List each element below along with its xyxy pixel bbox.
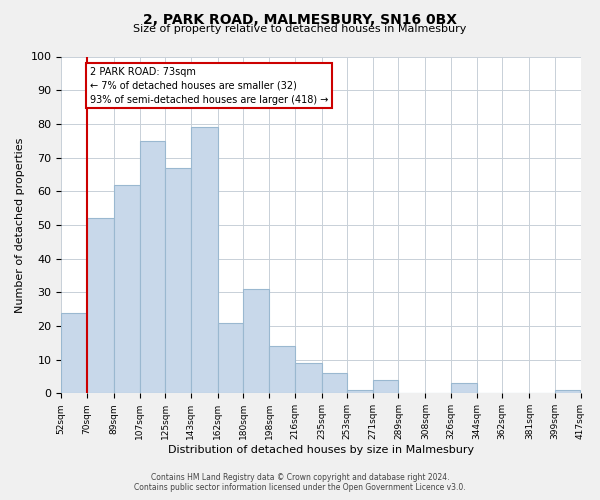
- Bar: [61, 312, 87, 394]
- Bar: [373, 380, 398, 394]
- Bar: [244, 289, 269, 394]
- Bar: [269, 346, 295, 394]
- Bar: [87, 218, 114, 394]
- Bar: [191, 127, 218, 394]
- Text: 2 PARK ROAD: 73sqm
← 7% of detached houses are smaller (32)
93% of semi-detached: 2 PARK ROAD: 73sqm ← 7% of detached hous…: [90, 66, 328, 104]
- Y-axis label: Number of detached properties: Number of detached properties: [15, 137, 25, 312]
- Bar: [451, 383, 476, 394]
- Bar: [218, 322, 244, 394]
- Bar: [555, 390, 580, 394]
- Text: 2, PARK ROAD, MALMESBURY, SN16 0BX: 2, PARK ROAD, MALMESBURY, SN16 0BX: [143, 12, 457, 26]
- Bar: [322, 373, 347, 394]
- Bar: [114, 184, 140, 394]
- Bar: [140, 140, 165, 394]
- Bar: [347, 390, 373, 394]
- Text: Size of property relative to detached houses in Malmesbury: Size of property relative to detached ho…: [133, 24, 467, 34]
- Text: Contains HM Land Registry data © Crown copyright and database right 2024.
Contai: Contains HM Land Registry data © Crown c…: [134, 473, 466, 492]
- Bar: [295, 363, 322, 394]
- Bar: [165, 168, 191, 394]
- X-axis label: Distribution of detached houses by size in Malmesbury: Distribution of detached houses by size …: [168, 445, 474, 455]
